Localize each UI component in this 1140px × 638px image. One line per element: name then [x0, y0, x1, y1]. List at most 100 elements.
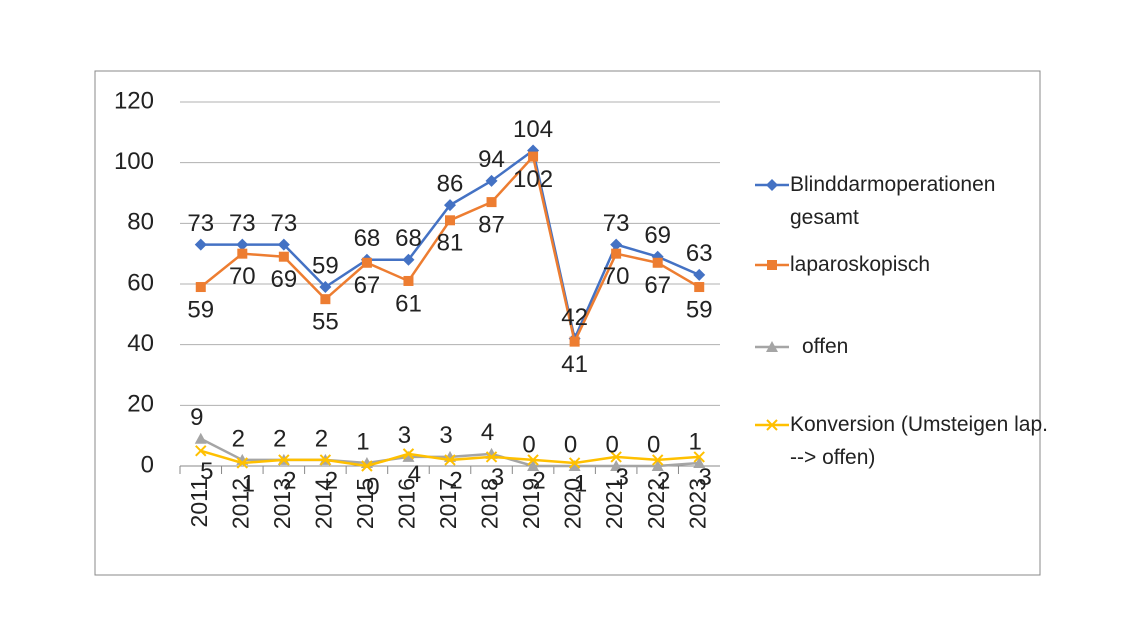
marker	[651, 454, 664, 466]
data-label: 3	[398, 422, 411, 449]
x-tick-label: 2011	[186, 478, 212, 527]
data-label: 2	[273, 425, 286, 452]
x-tick-label: 2013	[269, 478, 295, 529]
marker	[277, 238, 290, 251]
data-label: 73	[270, 210, 297, 237]
x-tick-label: 2023	[684, 478, 710, 529]
data-label: 67	[354, 272, 381, 299]
data-label: 55	[312, 309, 339, 336]
data-label: 1	[356, 428, 369, 455]
marker	[693, 451, 705, 463]
marker	[236, 457, 249, 469]
data-label: 86	[437, 170, 464, 197]
data-label: 2	[315, 425, 328, 452]
marker	[569, 336, 580, 347]
marker	[195, 282, 206, 293]
marker	[194, 432, 207, 444]
marker	[651, 460, 664, 471]
data-label: 68	[354, 225, 381, 252]
data-label: 2	[283, 467, 296, 494]
marker	[610, 451, 622, 463]
x-tick-label: 2014	[310, 478, 336, 529]
marker	[527, 460, 540, 471]
data-label: 0	[564, 431, 577, 458]
x-tick-label: 2019	[518, 478, 544, 529]
data-label: 94	[478, 146, 505, 173]
data-label: 63	[686, 240, 713, 267]
data-label: 4	[481, 419, 494, 446]
marker	[528, 151, 539, 162]
marker	[568, 460, 581, 471]
data-label: 0	[647, 431, 660, 458]
data-label: 1	[689, 428, 702, 455]
data-label: 2	[325, 467, 338, 494]
y-tick-label: 100	[114, 148, 154, 175]
x-tick-label: 2020	[560, 478, 586, 529]
marker	[194, 238, 207, 251]
marker	[236, 238, 249, 251]
data-label: 3	[699, 464, 712, 491]
legend-label: laparoskopisch	[790, 253, 931, 276]
marker	[766, 341, 778, 352]
marker	[568, 457, 581, 469]
data-label: 87	[478, 211, 505, 238]
marker	[278, 251, 289, 262]
data-label: 70	[229, 263, 256, 290]
marker	[486, 197, 497, 208]
y-tick-label: 20	[127, 391, 154, 418]
marker	[485, 174, 498, 187]
marker	[445, 215, 455, 226]
marker	[610, 460, 623, 471]
data-label: 104	[513, 116, 553, 143]
marker	[652, 257, 663, 268]
data-label: 2	[657, 467, 670, 494]
legend-entry: laparoskopisch	[790, 253, 931, 276]
data-label: 9	[190, 404, 203, 431]
x-tick-label: 2017	[435, 478, 461, 529]
marker	[361, 257, 372, 268]
data-label: 68	[395, 225, 422, 252]
marker	[278, 454, 290, 466]
legend-entry: offen	[802, 335, 849, 358]
data-label: 3	[615, 464, 628, 491]
data-label: 3	[439, 422, 452, 449]
marker	[527, 454, 539, 466]
data-label: 70	[603, 263, 630, 290]
data-label: 3	[491, 464, 504, 491]
marker	[237, 248, 248, 259]
marker	[402, 253, 415, 266]
marker	[766, 179, 778, 191]
data-label: 2	[232, 425, 245, 452]
marker	[693, 456, 706, 468]
marker	[610, 238, 623, 251]
x-tick-label: 2018	[477, 478, 503, 529]
data-label: 59	[312, 252, 339, 279]
y-tick-label: 0	[141, 451, 154, 478]
marker	[320, 294, 331, 305]
data-label: 81	[437, 230, 464, 257]
data-label: 1	[242, 470, 255, 497]
marker	[195, 445, 207, 457]
legend-label: Blinddarmoperationen gesamt	[790, 173, 996, 229]
data-label: 59	[187, 296, 214, 323]
data-label: 73	[229, 210, 256, 237]
legend-label: Konversion (Umsteigen lap. --> offen)	[790, 413, 1048, 469]
marker	[444, 454, 456, 466]
y-tick-label: 40	[127, 330, 154, 357]
x-tick-label: 2012	[227, 478, 253, 529]
marker	[402, 448, 415, 460]
marker	[611, 248, 622, 259]
data-label: 2	[532, 467, 545, 494]
y-tick-label: 80	[127, 209, 154, 236]
chart-frame	[94, 70, 1041, 576]
marker	[694, 282, 705, 293]
x-tick-label: 2022	[643, 478, 669, 529]
legend-entry: Blinddarmoperationen gesamt	[790, 173, 996, 229]
marker	[319, 281, 332, 294]
marker	[402, 450, 415, 462]
legend-label: offen	[802, 335, 849, 358]
x-tick-label: 2021	[601, 478, 627, 529]
data-label: 69	[644, 222, 671, 249]
data-label: 42	[561, 304, 588, 331]
